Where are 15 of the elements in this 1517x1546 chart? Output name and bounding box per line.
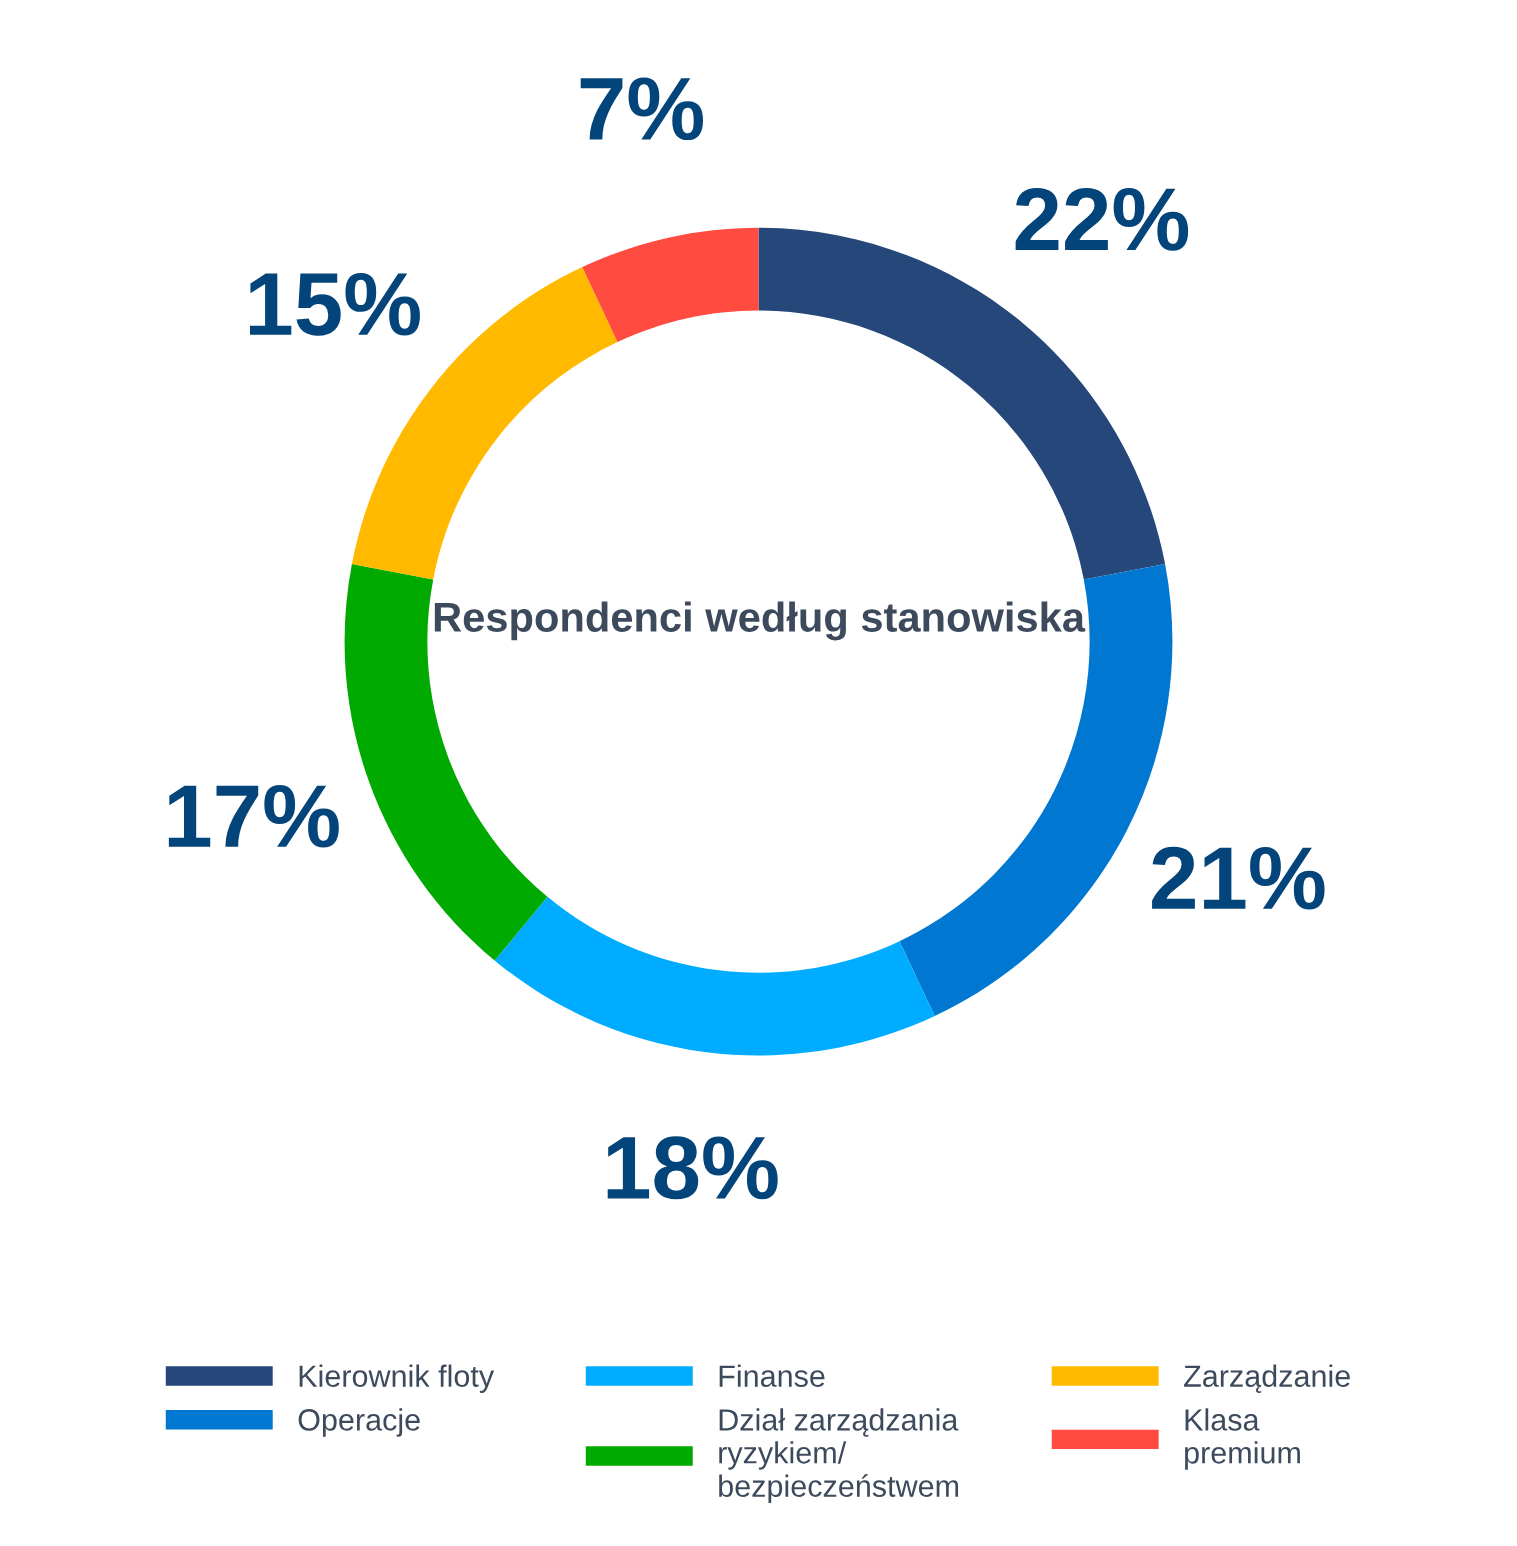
text: Respondenci według stanowiska [434,601,1086,641]
legend-label: Zarządzanie [1184,1364,1350,1394]
donut-slice [494,896,935,1056]
legend-label: Operacje [298,1408,420,1437]
legend-label: Finanse [719,1364,825,1387]
data-label: 15% [249,272,420,336]
data-label: 18% [607,1136,778,1200]
legend-label: Klasa premium [1185,1408,1300,1470]
data-label: 17% [168,785,339,848]
data-label: 22% [1015,187,1189,251]
legend-label: Kierownik floty [299,1364,495,1393]
data-label: 7% [580,77,704,141]
data-label: 21% [1152,846,1325,910]
legend-label: Dział zarządzania ryzykiem/ bezpieczeństwem [719,1408,959,1504]
donut-slice [582,227,759,342]
